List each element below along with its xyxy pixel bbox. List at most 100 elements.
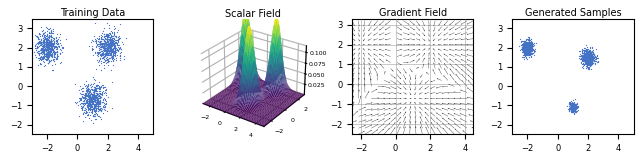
Point bbox=[83, 113, 93, 116]
Point bbox=[83, 113, 93, 115]
Point bbox=[97, 44, 107, 46]
Point bbox=[582, 47, 592, 50]
Point bbox=[574, 57, 584, 59]
Point bbox=[104, 54, 114, 56]
Point bbox=[90, 40, 100, 42]
Point bbox=[86, 92, 97, 95]
Point bbox=[522, 49, 532, 52]
Point bbox=[85, 99, 95, 102]
Point bbox=[99, 49, 109, 51]
Point bbox=[108, 39, 118, 42]
Point bbox=[111, 56, 121, 59]
Point bbox=[525, 50, 535, 52]
Point bbox=[84, 95, 95, 98]
Point bbox=[106, 69, 116, 71]
Point bbox=[584, 56, 594, 59]
Point bbox=[523, 46, 533, 49]
Point bbox=[100, 53, 110, 56]
Point bbox=[105, 39, 115, 42]
Point bbox=[96, 49, 106, 52]
Point bbox=[36, 63, 46, 65]
Point bbox=[42, 56, 52, 59]
Point bbox=[99, 46, 109, 49]
Point bbox=[47, 41, 58, 44]
Point bbox=[525, 52, 536, 55]
Point bbox=[577, 49, 588, 51]
Point bbox=[566, 109, 577, 111]
Point bbox=[87, 99, 97, 102]
Point bbox=[109, 38, 119, 40]
Point bbox=[102, 41, 113, 44]
Point bbox=[569, 101, 579, 104]
Point bbox=[520, 46, 531, 49]
Point bbox=[582, 60, 593, 62]
Point bbox=[521, 45, 531, 47]
Point bbox=[42, 44, 52, 47]
Point bbox=[568, 108, 579, 111]
Point bbox=[582, 51, 593, 54]
Point bbox=[583, 53, 593, 55]
Point bbox=[520, 46, 531, 48]
Point bbox=[582, 51, 593, 54]
Point bbox=[593, 57, 604, 60]
Point bbox=[39, 41, 49, 44]
Point bbox=[29, 45, 40, 47]
Point bbox=[523, 43, 533, 46]
Point bbox=[584, 59, 595, 62]
Point bbox=[105, 49, 115, 51]
Point bbox=[104, 44, 114, 47]
Point bbox=[566, 106, 576, 109]
Point bbox=[87, 99, 97, 101]
Point bbox=[522, 48, 532, 51]
Point bbox=[40, 49, 50, 51]
Point bbox=[115, 22, 125, 25]
Point bbox=[525, 44, 536, 46]
Point bbox=[86, 101, 97, 103]
Point bbox=[107, 49, 117, 52]
Point bbox=[41, 46, 51, 49]
Point bbox=[522, 45, 532, 47]
Point bbox=[527, 45, 538, 47]
Point bbox=[566, 102, 576, 105]
Point bbox=[579, 53, 589, 56]
Point bbox=[522, 46, 532, 48]
Point bbox=[93, 39, 103, 42]
Point bbox=[39, 53, 49, 55]
Point bbox=[586, 59, 596, 61]
Point bbox=[47, 44, 57, 47]
Point bbox=[84, 97, 95, 99]
Point bbox=[523, 48, 533, 51]
Point bbox=[525, 51, 535, 53]
Point bbox=[522, 45, 532, 48]
Point bbox=[86, 100, 96, 102]
Point bbox=[38, 43, 49, 46]
Point bbox=[525, 44, 536, 47]
Point bbox=[586, 45, 596, 48]
Point bbox=[96, 109, 106, 111]
Point bbox=[104, 54, 114, 57]
Point bbox=[522, 43, 532, 46]
Point bbox=[526, 48, 536, 51]
Point bbox=[586, 56, 596, 59]
Point bbox=[39, 40, 49, 42]
Point bbox=[103, 53, 113, 55]
Point bbox=[523, 44, 533, 46]
Point bbox=[104, 31, 114, 34]
Point bbox=[520, 50, 531, 52]
Point bbox=[523, 45, 533, 47]
Point bbox=[95, 107, 106, 109]
Point bbox=[580, 58, 591, 60]
Point bbox=[520, 46, 531, 48]
Point bbox=[87, 102, 97, 105]
Point bbox=[581, 58, 591, 60]
Point bbox=[590, 57, 600, 60]
Point bbox=[90, 101, 100, 104]
Point bbox=[520, 48, 530, 50]
Point bbox=[523, 48, 533, 50]
Point bbox=[40, 58, 50, 60]
Point bbox=[120, 37, 131, 39]
Point bbox=[104, 41, 115, 43]
Point bbox=[42, 39, 52, 41]
Point bbox=[567, 111, 577, 113]
Point bbox=[84, 102, 94, 105]
